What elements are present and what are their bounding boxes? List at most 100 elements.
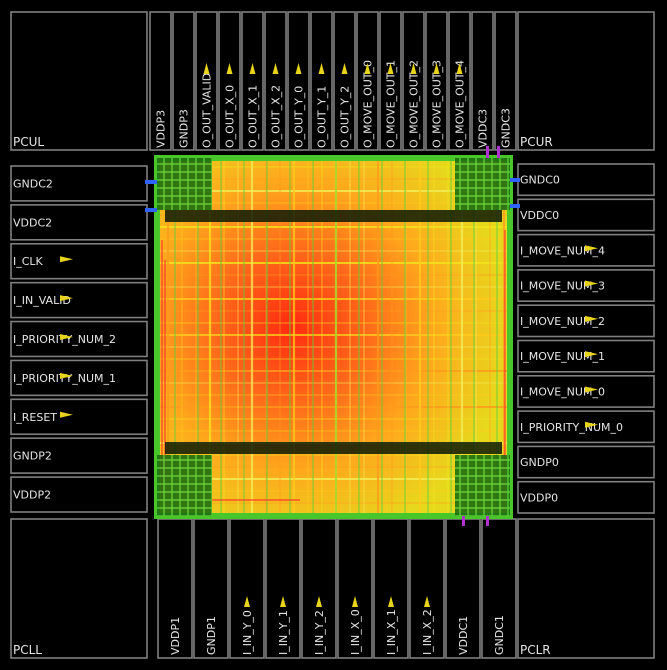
signal-arrow-up-icon	[364, 63, 371, 74]
pad-label: I_PRIORITY_NUM_1	[13, 372, 116, 385]
pad-label: I_PRIORITY_NUM_2	[13, 333, 116, 346]
pad-label: GNDC0	[520, 174, 560, 187]
pad-vddc1: VDDC1	[445, 518, 481, 659]
signal-arrow-up-icon	[226, 63, 233, 74]
pad-o-move-out-2: O_MOVE_OUT_2	[402, 11, 425, 151]
pad-label: I_IN_VALID	[13, 294, 71, 307]
pad-vddp3: VDDP3	[149, 11, 172, 151]
pad-i-move-num-3: I_MOVE_NUM_3	[517, 269, 655, 302]
pad-o-out-x-2: O_OUT_X_2	[264, 11, 287, 151]
pad-label: I_MOVE_NUM_0	[520, 385, 605, 398]
pad-i-move-num-4: I_MOVE_NUM_4	[517, 233, 655, 267]
pad-i-move-num-0: I_MOVE_NUM_0	[517, 374, 655, 408]
left-pad-column: GNDC2 VDDC2 I_CLK I_IN_VALID I_PRIORITY_NUM_…	[10, 165, 148, 513]
pad-label: GNDP1	[205, 616, 218, 655]
pad-label: GNDC2	[13, 177, 53, 190]
pad-label: O_OUT_Y_2	[339, 86, 352, 148]
pad-o-move-out-3: O_MOVE_OUT_3	[425, 11, 448, 151]
signal-arrow-right-icon	[585, 245, 598, 252]
pad-label: O_MOVE_OUT_4	[454, 60, 467, 148]
pad-i-priority-num-1: I_PRIORITY_NUM_1	[10, 359, 148, 397]
signal-arrow-up-icon	[341, 63, 348, 74]
pad-i-in-y-0: I_IN_Y_0	[229, 518, 265, 659]
signal-arrow-up-icon	[203, 63, 210, 74]
signal-arrow-right-icon	[585, 351, 598, 358]
pad-label: GNDP0	[520, 456, 559, 469]
signal-arrow-up-icon	[352, 596, 358, 607]
pad-label: I_IN_Y_1	[277, 610, 290, 655]
pad-label: O_OUT_X_0	[224, 85, 237, 148]
pad-vddp0: VDDP0	[517, 480, 655, 514]
corner-label-bottom-right: PCLR	[520, 643, 551, 657]
pad-label: O_MOVE_OUT_1	[385, 60, 398, 148]
pad-o-out-y-2: O_OUT_Y_2	[333, 11, 356, 151]
signal-arrow-up-icon	[456, 63, 463, 74]
signal-arrow-up-icon	[280, 596, 286, 607]
pad-o-out-valid: O_OUT_VALID	[195, 11, 218, 151]
pad-label: VDDC1	[457, 616, 470, 655]
pad-i-priority-num-2: I_PRIORITY_NUM_2	[10, 320, 148, 358]
signal-arrow-up-icon	[316, 596, 322, 607]
pad-gndc1: GNDC1	[481, 518, 517, 659]
signal-arrow-right-icon	[60, 334, 73, 340]
signal-arrow-right-icon	[60, 411, 73, 418]
pad-i-move-num-2: I_MOVE_NUM_2	[517, 304, 655, 338]
signal-arrow-up-icon	[410, 63, 417, 74]
pad-label: O_OUT_Y_1	[316, 86, 329, 148]
pin-marker-gndc1	[486, 516, 489, 526]
pad-i-in-valid: I_IN_VALID	[10, 281, 148, 319]
pad-i-in-x-0: I_IN_X_0	[337, 518, 373, 659]
right-pad-column: GNDC0 VDDC0 I_MOVE_NUM_4 I_MOVE_NUM_3 I_MOVE…	[517, 163, 655, 514]
corner-cell-top-right: PCUR	[517, 11, 655, 151]
pin-marker-vddc0	[510, 204, 520, 208]
pad-label: VDDC2	[13, 216, 52, 229]
pad-label: VDDP2	[13, 489, 51, 502]
pad-i-in-y-2: I_IN_Y_2	[301, 518, 337, 659]
pad-label: O_MOVE_OUT_0	[362, 60, 375, 148]
pin-markers	[145, 146, 520, 526]
pad-gndp2: GNDP2	[10, 437, 148, 474]
pad-label: GNDP2	[13, 450, 52, 463]
pad-i-reset: I_RESET	[10, 398, 148, 436]
corner-label-top-left: PCUL	[13, 135, 44, 149]
signal-arrow-right-icon	[60, 256, 73, 263]
signal-arrow-up-icon	[424, 596, 430, 607]
pin-marker-gndc3	[497, 146, 500, 158]
power-grid-corner-br	[455, 455, 510, 516]
signal-arrow-up-icon	[249, 63, 256, 74]
power-stripe-bottom	[165, 442, 502, 454]
pad-label: I_IN_Y_0	[241, 610, 254, 655]
pad-gndp0: GNDP0	[517, 445, 655, 479]
signal-arrow-right-icon	[60, 372, 73, 379]
pad-i-in-x-2: I_IN_X_2	[409, 518, 445, 659]
bottom-pad-row: VDDP1 GNDP1 I_IN_Y_0 I_IN_Y_1 I_IN_Y_2 I_IN_X…	[157, 518, 517, 659]
power-ring	[154, 155, 513, 519]
signal-arrow-up-icon	[272, 63, 279, 74]
pad-o-out-x-0: O_OUT_X_0	[218, 11, 241, 151]
pad-o-out-y-1: O_OUT_Y_1	[310, 11, 333, 151]
pad-label: I_IN_X_1	[385, 609, 398, 655]
signal-arrow-right-icon	[585, 315, 598, 322]
power-grid-corner-tl	[157, 158, 212, 210]
pad-o-out-y-0: O_OUT_Y_0	[287, 11, 310, 151]
signal-arrow-up-icon	[244, 596, 250, 607]
pad-label: VDDP1	[169, 617, 182, 655]
pad-o-out-x-1: O_OUT_X_1	[241, 11, 264, 151]
top-pad-row: VDDP3 GNDP3 O_OUT_VALID O_OUT_X_0 O_OUT_X_1 O…	[149, 11, 517, 151]
pad-label: I_MOVE_NUM_3	[520, 280, 605, 293]
pin-marker-vddc3	[486, 146, 489, 158]
pad-label: I_IN_Y_2	[313, 610, 326, 655]
pad-label: VDDC3	[477, 109, 490, 148]
pad-gndp1: GNDP1	[193, 518, 229, 659]
pad-label: VDDP0	[520, 491, 558, 504]
pad-label: GNDC3	[500, 108, 513, 148]
pad-label: I_CLK	[13, 255, 44, 268]
corner-cell-bottom-right: PCLR	[517, 518, 655, 659]
pad-i-in-x-1: I_IN_X_1	[373, 518, 409, 659]
pad-gndc0: GNDC0	[517, 163, 655, 197]
pad-label: I_MOVE_NUM_4	[520, 244, 605, 257]
corner-cell-top-left: PCUL	[10, 11, 148, 151]
pad-vddc3: VDDC3	[471, 11, 494, 151]
pad-gndc3: GNDC3	[494, 11, 517, 151]
